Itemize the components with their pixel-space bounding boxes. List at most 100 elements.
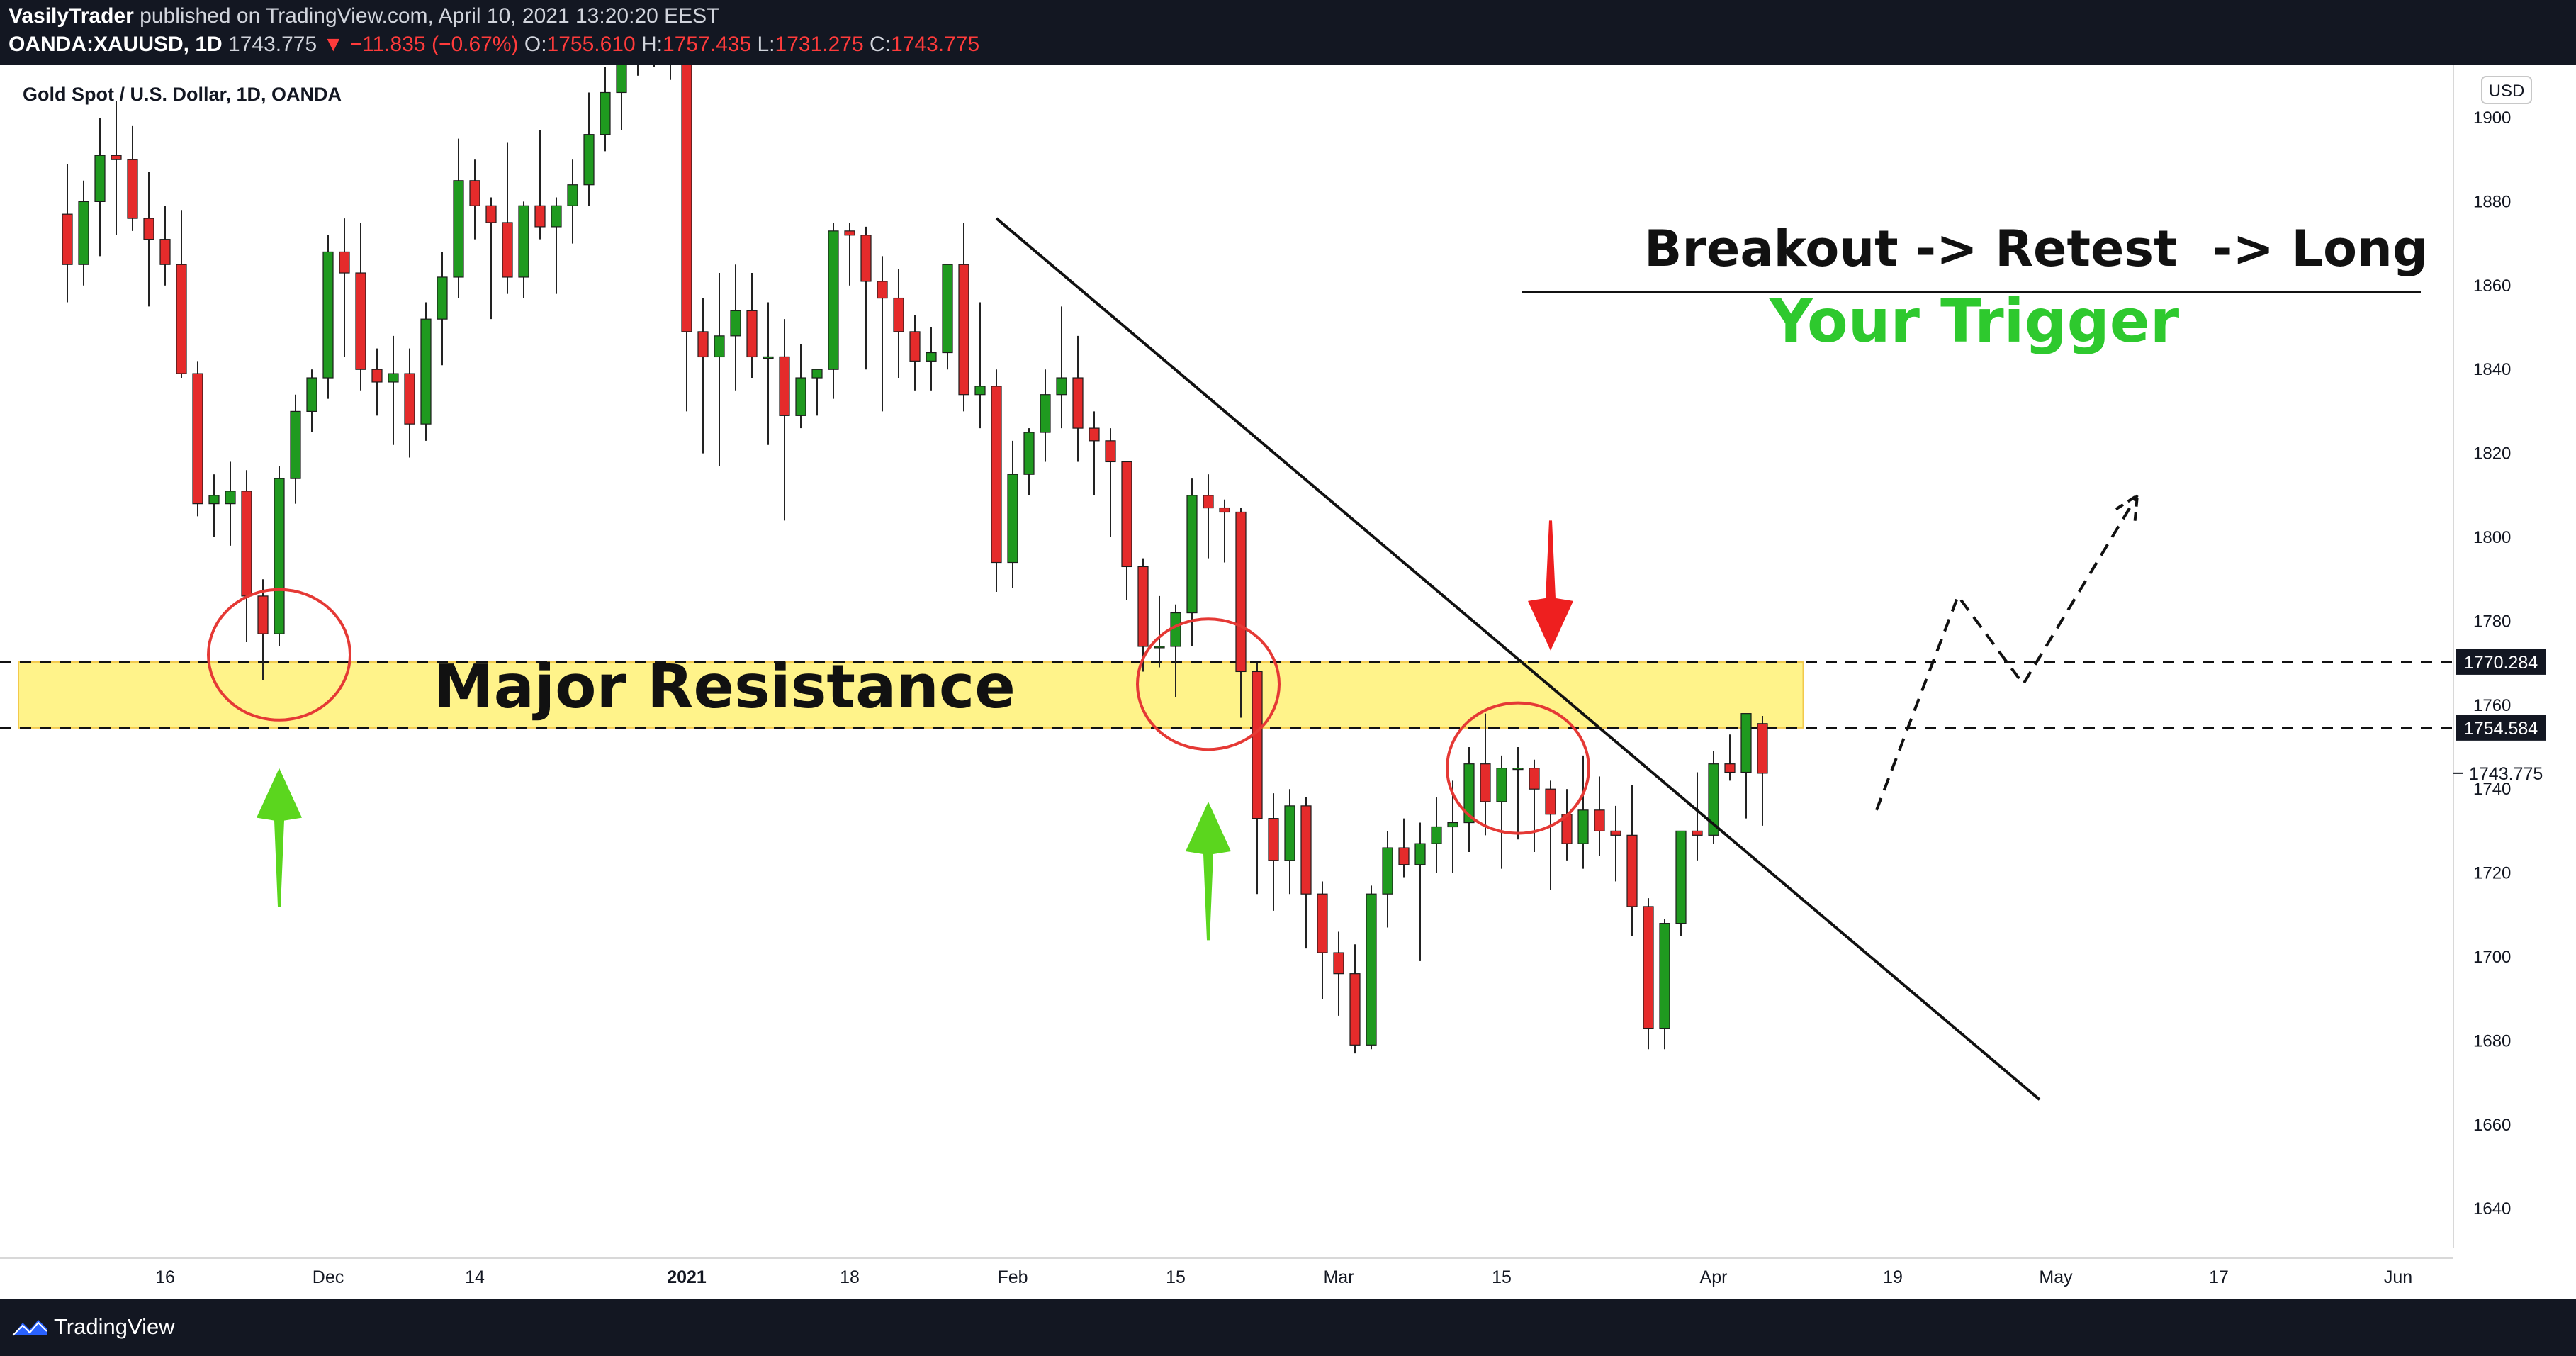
candle[interactable] (1186, 478, 1198, 646)
candle[interactable] (1219, 499, 1230, 563)
candle[interactable] (616, 65, 627, 130)
candle[interactable] (1659, 919, 1670, 1050)
author-name[interactable]: VasilyTrader (9, 4, 134, 28)
candle[interactable] (1643, 898, 1654, 1050)
candle[interactable] (355, 223, 366, 391)
candle[interactable] (1284, 789, 1295, 895)
candle[interactable] (746, 273, 758, 379)
footer-brand[interactable]: TradingView (54, 1314, 175, 1339)
candle[interactable] (942, 264, 953, 370)
candle[interactable] (176, 210, 187, 379)
candle[interactable] (1529, 759, 1540, 852)
candle[interactable] (1431, 797, 1442, 873)
candle[interactable] (730, 264, 741, 391)
candle[interactable] (1056, 306, 1067, 429)
candle[interactable] (420, 302, 432, 441)
candle[interactable] (877, 256, 888, 412)
downtrend-line[interactable] (995, 217, 2041, 1101)
candle[interactable] (1317, 881, 1328, 999)
candle[interactable] (1512, 747, 1524, 840)
candle[interactable] (567, 159, 578, 244)
candle[interactable] (583, 92, 595, 206)
candle[interactable] (1333, 931, 1344, 1016)
symbol-name[interactable]: OANDA:XAUUSD, 1D (9, 33, 223, 56)
tradingview-logo-icon[interactable] (10, 1314, 50, 1340)
candle[interactable] (1708, 751, 1719, 844)
projected-path[interactable] (1875, 494, 2139, 811)
candle[interactable] (1463, 747, 1475, 852)
candle[interactable] (208, 474, 220, 537)
candle[interactable] (1626, 785, 1638, 936)
candle[interactable] (241, 470, 252, 642)
candle[interactable] (893, 269, 904, 379)
candle[interactable] (502, 142, 513, 294)
candle[interactable] (78, 180, 89, 286)
candle[interactable] (779, 319, 790, 521)
candle[interactable] (225, 461, 236, 546)
candle[interactable] (518, 201, 529, 298)
candle[interactable] (844, 223, 855, 286)
candle[interactable] (534, 130, 546, 240)
highlight-circle[interactable] (1136, 617, 1281, 751)
candle[interactable] (1154, 595, 1165, 668)
candle[interactable] (1235, 508, 1247, 718)
candle[interactable] (958, 223, 969, 412)
candle[interactable] (1203, 474, 1214, 559)
candle[interactable] (1610, 805, 1621, 882)
candle[interactable] (257, 579, 269, 680)
candle[interactable] (485, 197, 497, 320)
candle[interactable] (404, 348, 415, 458)
candle[interactable] (1594, 776, 1605, 856)
candle[interactable] (339, 218, 350, 357)
candle[interactable] (697, 298, 709, 454)
candle[interactable] (1268, 793, 1279, 911)
candle[interactable] (127, 125, 138, 231)
candle[interactable] (1577, 755, 1589, 869)
candle[interactable] (1740, 713, 1752, 819)
candle[interactable] (1366, 885, 1377, 1050)
candle[interactable] (1496, 755, 1507, 869)
candle[interactable] (437, 252, 448, 366)
candle[interactable] (469, 159, 480, 240)
candle[interactable] (1480, 713, 1491, 836)
candle[interactable] (111, 101, 122, 235)
candle[interactable] (1414, 822, 1426, 961)
resistance-zone[interactable] (18, 661, 1804, 729)
candle[interactable] (1398, 818, 1410, 878)
candle[interactable] (1675, 830, 1687, 936)
price-label-box[interactable] (2456, 715, 2546, 741)
price-chart[interactable]: USD Gold Spot / U.S. Dollar, 1D, OANDA 1… (0, 65, 2576, 1299)
candle[interactable] (192, 361, 203, 517)
candle[interactable] (388, 335, 399, 445)
candle[interactable] (371, 348, 383, 416)
candle[interactable] (1137, 558, 1149, 672)
candle[interactable] (1121, 461, 1132, 600)
candle[interactable] (1105, 428, 1116, 537)
candle[interactable] (1692, 772, 1703, 861)
candle[interactable] (143, 172, 154, 307)
candle[interactable] (763, 302, 774, 445)
candle[interactable] (306, 369, 317, 432)
candle[interactable] (1089, 411, 1100, 495)
candle[interactable] (1349, 944, 1361, 1054)
candle[interactable] (811, 369, 823, 416)
candle[interactable] (1023, 428, 1035, 495)
candle[interactable] (62, 164, 73, 303)
candle[interactable] (828, 223, 839, 399)
candle[interactable] (1072, 335, 1084, 462)
candle[interactable] (714, 273, 725, 466)
candle[interactable] (681, 65, 692, 412)
candle[interactable] (1545, 780, 1556, 890)
candle[interactable] (94, 118, 106, 257)
candle[interactable] (974, 302, 986, 429)
candle[interactable] (1252, 663, 1263, 895)
candle[interactable] (1170, 604, 1181, 697)
candle[interactable] (926, 327, 937, 391)
candle[interactable] (453, 138, 464, 298)
price-label-box[interactable] (2456, 649, 2546, 675)
candle[interactable] (1007, 440, 1018, 588)
candle[interactable] (1757, 715, 1768, 826)
candle[interactable] (1040, 369, 1051, 462)
highlight-circle[interactable] (207, 588, 351, 722)
candle[interactable] (1724, 734, 1736, 781)
